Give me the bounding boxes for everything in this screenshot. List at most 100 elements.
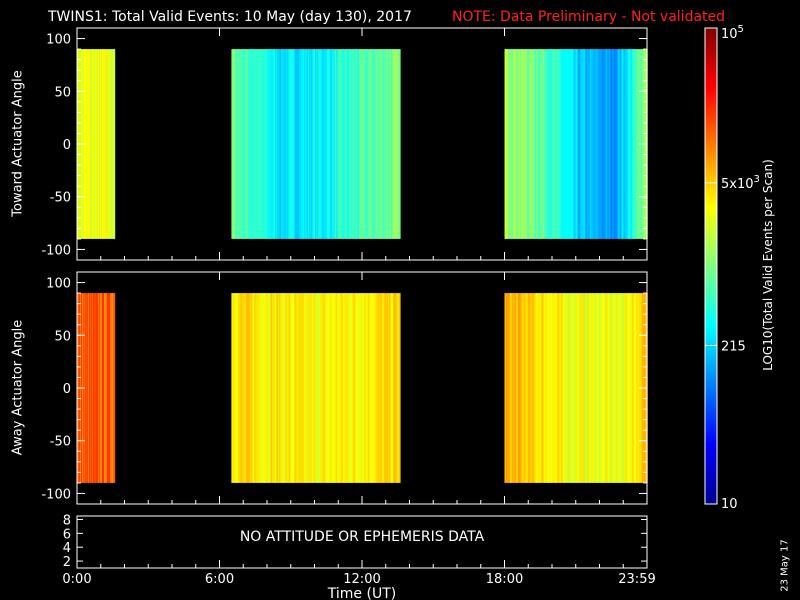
away-heatmap-column — [247, 293, 249, 483]
away-heatmap-column — [558, 293, 560, 483]
away-heatmap-column — [315, 293, 317, 483]
toward-heatmap-column — [245, 49, 247, 239]
away-heatmap-column — [578, 293, 580, 483]
away-heatmap-column — [387, 293, 389, 483]
away-heatmap-column — [345, 293, 347, 483]
toward-heatmap-column — [326, 49, 328, 239]
toward-heatmap-column — [111, 49, 113, 239]
toward-heatmap-column — [610, 49, 612, 239]
toward-heatmap-column — [533, 49, 535, 239]
toward-heatmap-column — [289, 49, 291, 239]
x-tick-label: 0:00 — [62, 572, 91, 587]
away-heatmap-column — [298, 293, 300, 483]
away-heatmap-column — [551, 293, 553, 483]
away-heatmap-column — [579, 293, 581, 483]
colorbar-tick-label: 215 — [721, 339, 746, 354]
toward-heatmap-column — [332, 49, 334, 239]
away-heatmap-column — [297, 293, 299, 483]
toward-heatmap-column — [294, 49, 296, 239]
toward-heatmap-column — [301, 49, 303, 239]
away-heatmap-column — [577, 293, 579, 483]
toward-heatmap-column — [605, 49, 607, 239]
toward-heatmap-column — [580, 49, 582, 239]
away-heatmap-column — [625, 293, 627, 483]
away-heatmap-column — [384, 293, 386, 483]
away-heatmap-column — [539, 293, 541, 483]
away-heatmap-column — [311, 293, 313, 483]
away-heatmap-column — [582, 293, 584, 483]
away-heatmap-column — [353, 293, 355, 483]
toward-y-tick-label: -100 — [41, 243, 71, 258]
away-heatmap-column — [547, 293, 549, 483]
toward-heatmap-column — [635, 49, 637, 239]
toward-heatmap-column — [340, 49, 342, 239]
toward-heatmap-column — [515, 49, 517, 239]
away-heatmap-column — [351, 293, 353, 483]
away-heatmap-column — [103, 293, 105, 483]
away-heatmap-column — [382, 293, 384, 483]
away-heatmap-column — [396, 293, 398, 483]
away-heatmap-column — [518, 293, 520, 483]
toward-heatmap-column — [333, 49, 335, 239]
toward-heatmap-column — [114, 49, 116, 239]
toward-heatmap-column — [601, 49, 603, 239]
away-heatmap-column — [379, 293, 381, 483]
away-heatmap-column — [266, 293, 268, 483]
away-heatmap-column — [320, 293, 322, 483]
toward-heatmap-column — [324, 49, 326, 239]
toward-heatmap-column — [583, 49, 585, 239]
toward-heatmap-column — [625, 49, 627, 239]
away-heatmap-column — [613, 293, 615, 483]
toward-heatmap-column — [596, 49, 598, 239]
toward-heatmap-column — [384, 49, 386, 239]
away-heatmap-column — [271, 293, 273, 483]
away-heatmap-column — [352, 293, 354, 483]
away-heatmap-column — [257, 293, 259, 483]
colorbar-tick-exponent: 5 — [738, 24, 744, 35]
toward-heatmap-column — [285, 49, 287, 239]
toward-heatmap-column — [525, 49, 527, 239]
colorbar-tick-base: 5x10 — [721, 177, 754, 192]
away-heatmap-column — [381, 293, 383, 483]
away-heatmap-column — [586, 293, 588, 483]
away-heatmap-column — [256, 293, 258, 483]
toward-heatmap-column — [623, 49, 625, 239]
away-heatmap-column — [302, 293, 304, 483]
toward-heatmap-column — [561, 49, 563, 239]
toward-heatmap-column — [554, 49, 556, 239]
away-heatmap-column — [304, 293, 306, 483]
away-heatmap-column — [549, 293, 551, 483]
toward-heatmap-column — [373, 49, 375, 239]
toward-heatmap-column — [295, 49, 297, 239]
toward-y-tick-label: 50 — [54, 85, 71, 100]
toward-heatmap-column — [358, 49, 360, 239]
toward-heatmap-column — [109, 49, 111, 239]
away-y-axis-label: Away Actuator Angle — [10, 319, 26, 456]
away-heatmap-column — [630, 293, 632, 483]
toward-heatmap-column — [88, 49, 90, 239]
toward-heatmap-column — [96, 49, 98, 239]
away-heatmap-column — [87, 293, 89, 483]
toward-heatmap-column — [288, 49, 290, 239]
away-heatmap-column — [235, 293, 237, 483]
toward-heatmap-column — [539, 49, 541, 239]
toward-heatmap-column — [231, 49, 233, 239]
away-heatmap-column — [303, 293, 305, 483]
away-heatmap-column — [399, 293, 401, 483]
toward-heatmap-column — [265, 49, 267, 239]
toward-y-tick-label: 0 — [63, 138, 71, 153]
away-heatmap-column — [509, 293, 511, 483]
away-heatmap-column — [336, 293, 338, 483]
away-heatmap-column — [589, 293, 591, 483]
away-heatmap-column — [330, 293, 332, 483]
toward-heatmap-column — [389, 49, 391, 239]
away-heatmap-column — [112, 293, 114, 483]
away-heatmap-column — [328, 293, 330, 483]
toward-heatmap-column — [600, 49, 602, 239]
away-heatmap-column — [299, 293, 301, 483]
away-heatmap-column — [108, 293, 110, 483]
away-heatmap-column — [99, 293, 101, 483]
away-heatmap-column — [514, 293, 516, 483]
away-heatmap-column — [555, 293, 557, 483]
away-heatmap-column — [97, 293, 99, 483]
